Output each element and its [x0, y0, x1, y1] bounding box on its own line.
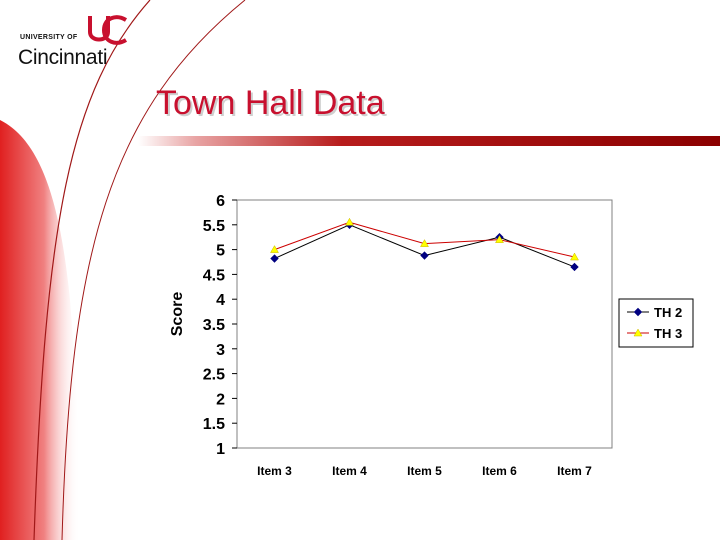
- y-tick-label: 3: [216, 342, 225, 359]
- logo-main-text: Cincinnati: [18, 46, 108, 69]
- y-tick-label: 2.5: [203, 367, 225, 384]
- data-point-series-1: [270, 254, 279, 263]
- legend-label: TH 2: [654, 305, 682, 320]
- decorative-red-swoosh: [0, 120, 80, 540]
- y-tick-label: 5.5: [203, 218, 225, 235]
- legend-box: [618, 298, 694, 348]
- x-tick-label: Item 4: [332, 464, 367, 478]
- y-tick-label: 3.5: [203, 317, 225, 334]
- legend-marker: [633, 307, 643, 317]
- data-point-series-1: [420, 251, 429, 260]
- y-tick-label: 2: [216, 391, 225, 408]
- y-tick-label: 4.5: [203, 267, 225, 284]
- y-tick-label: 5: [216, 243, 225, 260]
- data-point-series-2: [495, 235, 504, 243]
- data-point-series-2: [270, 245, 279, 253]
- logo-small-text: UNIVERSITY OF: [20, 34, 78, 41]
- x-tick-label: Item 5: [407, 464, 442, 478]
- legend-label: TH 3: [654, 326, 682, 341]
- decorative-arc-2: [61, 0, 246, 540]
- data-point-series-2: [345, 217, 354, 226]
- x-tick-label: Item 7: [557, 464, 592, 478]
- y-tick-label: 1: [216, 441, 225, 458]
- y-axis-label: Score: [169, 292, 186, 337]
- plot-area: [236, 199, 613, 449]
- uc-logo-mark-icon: [88, 15, 128, 45]
- data-point-series-2: [570, 252, 579, 261]
- data-point-series-2: [420, 239, 429, 247]
- x-tick-label: Item 6: [482, 464, 517, 478]
- university-logo: UNIVERSITY OF Cincinnati: [18, 12, 148, 69]
- y-tick-label: 1.5: [203, 416, 225, 433]
- decorative-arc-1: [33, 0, 151, 540]
- y-tick-label: 6: [216, 193, 225, 210]
- y-tick-label: 4: [216, 292, 225, 309]
- data-point-series-1: [570, 262, 579, 272]
- legend-marker: [633, 328, 643, 337]
- title-divider-bar: [138, 136, 720, 146]
- x-tick-label: Item 3: [257, 464, 292, 478]
- slide-title: Town Hall Data: [156, 84, 385, 122]
